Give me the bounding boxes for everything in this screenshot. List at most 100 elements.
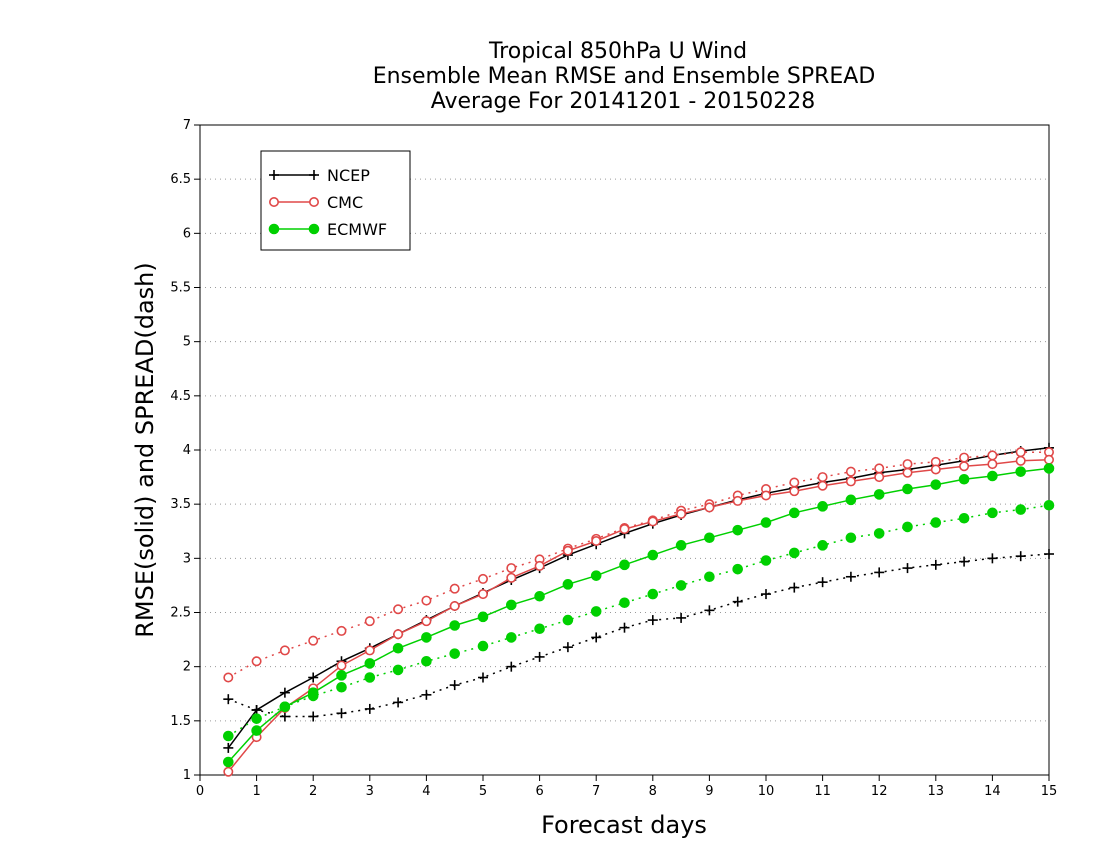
ncep-rmse-point <box>279 687 290 698</box>
y-tick-label: 2 <box>183 660 191 675</box>
ecmwf-spread-line <box>227 504 1050 737</box>
cmc-rmse-point <box>676 508 687 519</box>
axes: 0 1 2 3 4 5 6 7 8 9 10 11 12 13 14 1511.522.533.544.555… <box>170 118 1057 799</box>
legend-label-cmc: CMC <box>327 193 363 212</box>
x-tick-label: 0 <box>196 784 204 799</box>
title-line-3: Average For 20141201 - 20150228 <box>431 89 816 114</box>
cmc-rmse-point <box>647 516 658 527</box>
cmc-spread-point <box>449 583 460 594</box>
ecmwf-spread-point <box>336 681 347 693</box>
legend-marker-ncep <box>269 170 279 180</box>
cmc-rmse-point <box>421 616 432 627</box>
cmc-rmse-point <box>591 535 602 546</box>
cmc-spread-point <box>336 625 347 636</box>
ecmwf-spread-point <box>590 606 602 617</box>
ncep-spread-point <box>421 689 432 700</box>
x-tick-label: 14 <box>984 784 1001 799</box>
cmc-spread-point <box>789 477 800 488</box>
legend-box <box>260 150 411 251</box>
ncep-spread-point <box>817 577 828 588</box>
ecmwf-rmse-point <box>534 590 545 602</box>
cmc-rmse-point <box>534 560 545 571</box>
ncep-spread-line <box>228 553 1050 718</box>
ncep-spread-point <box>930 559 941 570</box>
ncep-spread-point <box>874 567 885 578</box>
cmc-rmse-point <box>874 472 885 483</box>
y-tick-label: 2.5 <box>170 606 191 621</box>
ecmwf-rmse-point <box>251 725 262 736</box>
ncep-spread-point <box>619 622 630 633</box>
cmc-spread-point <box>364 616 375 627</box>
ecmwf-spread-point <box>364 672 376 683</box>
cmc-rmse-point <box>789 486 800 497</box>
legend: NCEP CMC ECMWF <box>260 150 411 251</box>
ecmwf-rmse-point <box>902 483 913 495</box>
ecmwf-rmse-point <box>562 579 574 590</box>
y-tick-label: 6 <box>183 226 191 241</box>
y-tick-label: 3.5 <box>170 497 191 512</box>
cmc-spread-point <box>987 450 998 461</box>
ecmwf-rmse-line <box>227 467 1050 763</box>
ecmwf-spread-point <box>1015 504 1027 515</box>
cmc-rmse-point <box>930 464 941 475</box>
cmc-rmse-point <box>1044 454 1055 465</box>
ecmwf-spread-point <box>477 640 489 652</box>
ncep-spread-point <box>676 612 687 623</box>
ecmwf-spread-point <box>675 580 687 591</box>
ncep-spread-point <box>987 553 998 564</box>
chart-title: Tropical 850hPa U Wind Ensemble Mean RMS… <box>373 39 876 114</box>
cmc-rmse-line <box>227 459 1050 773</box>
y-tick-label: 1.5 <box>170 714 191 729</box>
x-axis-title: Forecast days <box>541 811 707 839</box>
x-tick-label: 13 <box>928 784 945 799</box>
ecmwf-spread-point <box>647 588 659 600</box>
ecmwf-rmse-point <box>1043 463 1055 474</box>
ecmwf-spread-point <box>392 664 404 676</box>
ecmwf-rmse-point <box>590 570 602 581</box>
cmc-rmse-point <box>562 545 573 556</box>
x-tick-label: 6 <box>535 784 543 799</box>
cmc-spread-point <box>845 466 856 477</box>
legend-marker-cmc <box>308 197 319 208</box>
ecmwf-spread-point <box>704 571 715 583</box>
ecmwf-rmse-point <box>619 559 630 571</box>
ncep-spread-point <box>789 582 800 593</box>
cmc-rmse-point <box>902 467 913 478</box>
ecmwf-spread-point <box>619 597 630 609</box>
cmc-rmse-point <box>449 600 460 611</box>
ecmwf-spread-point <box>987 507 998 519</box>
ncep-spread-point <box>732 596 743 607</box>
cmc-spread-point <box>308 635 319 646</box>
ecmwf-spread-point <box>562 614 574 626</box>
ecmwf-rmse-point <box>760 517 772 528</box>
cmc-spread-point <box>393 604 404 615</box>
ecmwf-rmse-point <box>279 701 291 713</box>
x-tick-label: 1 <box>252 784 260 799</box>
ncep-spread-point <box>336 708 347 719</box>
ecmwf-rmse-point <box>336 670 347 681</box>
cmc-spread-point <box>959 452 970 463</box>
x-tick-label: 10 <box>758 784 775 799</box>
ecmwf-rmse-point <box>789 507 800 519</box>
legend-marker-ecmwf <box>308 223 320 235</box>
ncep-spread-point <box>704 605 715 616</box>
ecmwf-spread-point <box>732 563 744 575</box>
ecmwf-rmse-point <box>223 756 234 768</box>
ecmwf-spread-point <box>223 730 234 742</box>
ecmwf-spread-point <box>449 648 461 659</box>
ecmwf-rmse-point <box>732 524 744 536</box>
cmc-rmse-point <box>987 459 998 470</box>
ecmwf-rmse-point <box>704 532 715 544</box>
ecmwf-rmse-point <box>675 540 687 551</box>
ecmwf-rmse-point <box>364 658 376 669</box>
title-line-2: Ensemble Mean RMSE and Ensemble SPREAD <box>373 64 876 89</box>
ecmwf-rmse-point <box>958 473 970 485</box>
ecmwf-spread-point <box>817 540 828 551</box>
cmc-rmse-point <box>336 660 347 671</box>
x-tick-label: 8 <box>649 784 657 799</box>
cmc-rmse-point <box>619 524 630 535</box>
cmc-rmse-point <box>817 480 828 491</box>
ecmwf-rmse-point <box>845 494 857 506</box>
x-tick-label: 2 <box>309 784 317 799</box>
ecmwf-spread-point <box>251 713 262 724</box>
